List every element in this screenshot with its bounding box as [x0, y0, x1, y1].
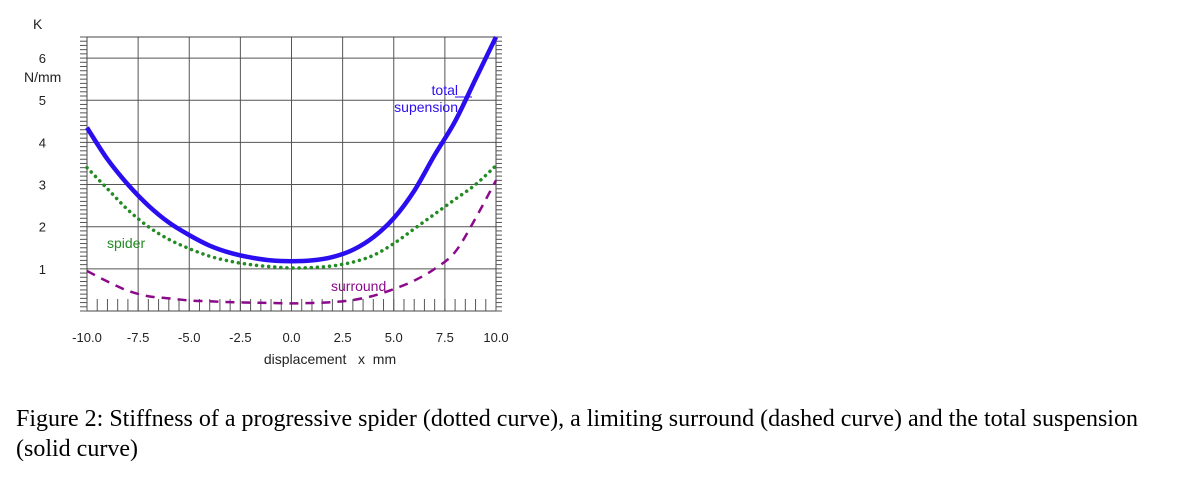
x-tick-label: -10.0: [72, 330, 102, 345]
y-tick-label: 4: [39, 135, 46, 150]
x-tick-label: -5.0: [178, 330, 200, 345]
stiffness-chart: K N/mm 1 2 3 4 5 6 -10.0 -7.5 -5.0 -2.5 0.0 2.5 5.0…: [24, 16, 509, 367]
label-total-line1: total: [432, 82, 458, 98]
x-tick-label: 0.0: [282, 330, 300, 345]
series-spider-line: [85, 163, 498, 270]
y-tick-labels: 1 2 3 4 5 6: [39, 51, 46, 277]
label-spider: spider: [107, 235, 145, 251]
y-tick-label: 6: [39, 51, 46, 66]
y-tick-label: 5: [39, 93, 46, 108]
x-axis-label: displacement x mm: [264, 351, 396, 367]
y-axis-label: K: [33, 16, 43, 32]
x-tick-label: 10.0: [483, 330, 508, 345]
label-total-line2: supension: [394, 99, 458, 115]
y-axis-unit: N/mm: [24, 69, 61, 85]
axis-ticks: [80, 36, 502, 312]
y-tick-label: 1: [39, 262, 46, 277]
x-tick-labels: -10.0 -7.5 -5.0 -2.5 0.0 2.5 5.0 7.5 10.0: [72, 330, 508, 345]
x-tick-label: 7.5: [436, 330, 454, 345]
label-surround: surround: [331, 278, 386, 294]
x-tick-label: -2.5: [229, 330, 251, 345]
figure-caption: Figure 2: Stiffness of a progressive spi…: [16, 406, 1138, 462]
series-surround-line: [86, 179, 498, 305]
chart-curves: [85, 36, 499, 305]
y-tick-label: 2: [39, 220, 46, 235]
y-tick-label: 3: [39, 178, 46, 193]
series-total-line: [85, 36, 499, 264]
x-tick-label: -7.5: [127, 330, 149, 345]
x-tick-label: 5.0: [385, 330, 403, 345]
x-tick-label: 2.5: [334, 330, 352, 345]
